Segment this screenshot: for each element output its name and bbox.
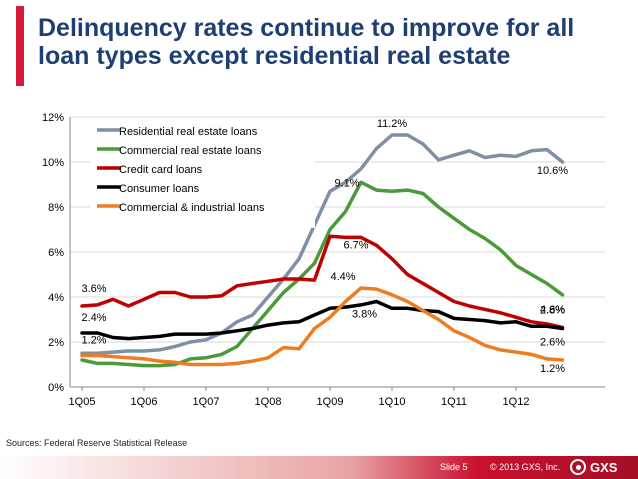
data-label: 6.7% (343, 239, 368, 251)
slide-number: Slide 5 (440, 462, 468, 472)
gxs-logo-text: GXS (590, 460, 618, 475)
series-line-1 (80, 180, 565, 368)
series-line-2 (80, 234, 565, 330)
x-tick-label: 1Q08 (255, 396, 282, 408)
title-accent-bar (16, 6, 24, 86)
series-lines (80, 133, 565, 368)
series-line-4 (80, 286, 565, 367)
y-tick-label: 4% (48, 292, 64, 304)
x-tick-label: 1Q06 (131, 396, 158, 408)
legend-label: Credit card loans (119, 164, 203, 176)
x-tick-label: 1Q07 (193, 396, 220, 408)
legend-label: Commercial & industrial loans (119, 202, 265, 214)
title-line-1: Delinquency rates continue to improve fo… (38, 14, 575, 42)
y-tick-label: 10% (42, 157, 64, 169)
legend-label: Residential real estate loans (119, 126, 258, 138)
x-tick-label: 1Q05 (69, 396, 96, 408)
legend-label: Commercial real estate loans (119, 145, 262, 157)
data-label: 2.4% (81, 312, 106, 324)
page-title: Delinquency rates continue to improve fo… (38, 14, 628, 70)
x-tick-label: 1Q12 (503, 396, 530, 408)
x-tick-label: 1Q11 (441, 396, 467, 408)
data-label: 4.4% (330, 271, 355, 283)
source-note: Sources: Federal Reserve Statistical Rel… (6, 438, 188, 448)
data-label: 1.2% (81, 335, 106, 347)
title-line-2: loan types except residential real estat… (38, 42, 511, 70)
y-tick-label: 8% (48, 202, 64, 214)
series-line-0 (80, 133, 565, 356)
copyright: © 2013 GXS, Inc. (490, 462, 561, 472)
data-label: 3.6% (81, 283, 106, 295)
legend-label: Consumer loans (119, 183, 200, 195)
data-label: 3.8% (352, 309, 377, 321)
y-tick-label: 12% (42, 112, 64, 124)
data-labels: 11.2% 10.6% 9.1% 4.6% 6.7% 3.6% 2.8% 3.8% 2.4% 2.… (81, 118, 568, 375)
delinquency-line-chart: 0% 2% 4% 6% 8% 10% 12% 1Q05 1Q06 1Q07 1Q08 1Q09 1Q10… (42, 112, 605, 408)
y-tick-label: 0% (48, 382, 64, 394)
footer-bar (0, 456, 638, 479)
y-tick-label: 2% (48, 337, 64, 349)
gxs-logo-icon (570, 459, 586, 475)
x-tick-label: 1Q09 (317, 396, 344, 408)
axes: 0% 2% 4% 6% 8% 10% 12% 1Q05 1Q06 1Q07 1Q08 1Q09 1Q10… (42, 112, 605, 408)
legend-box (91, 122, 315, 228)
legend: Residential real estate loans Commercial … (91, 122, 315, 228)
data-label: 1.2% (540, 363, 565, 375)
data-label: 10.6% (537, 165, 568, 177)
series-line-3 (80, 299, 565, 341)
y-tick-label: 6% (48, 247, 64, 259)
data-label: 11.2% (377, 118, 408, 130)
data-label: 2.6% (540, 337, 565, 349)
data-label: 4.6% (540, 304, 565, 316)
x-tick-label: 1Q10 (379, 396, 406, 408)
data-label: 2.8% (540, 304, 565, 316)
data-label: 9.1% (334, 177, 359, 189)
